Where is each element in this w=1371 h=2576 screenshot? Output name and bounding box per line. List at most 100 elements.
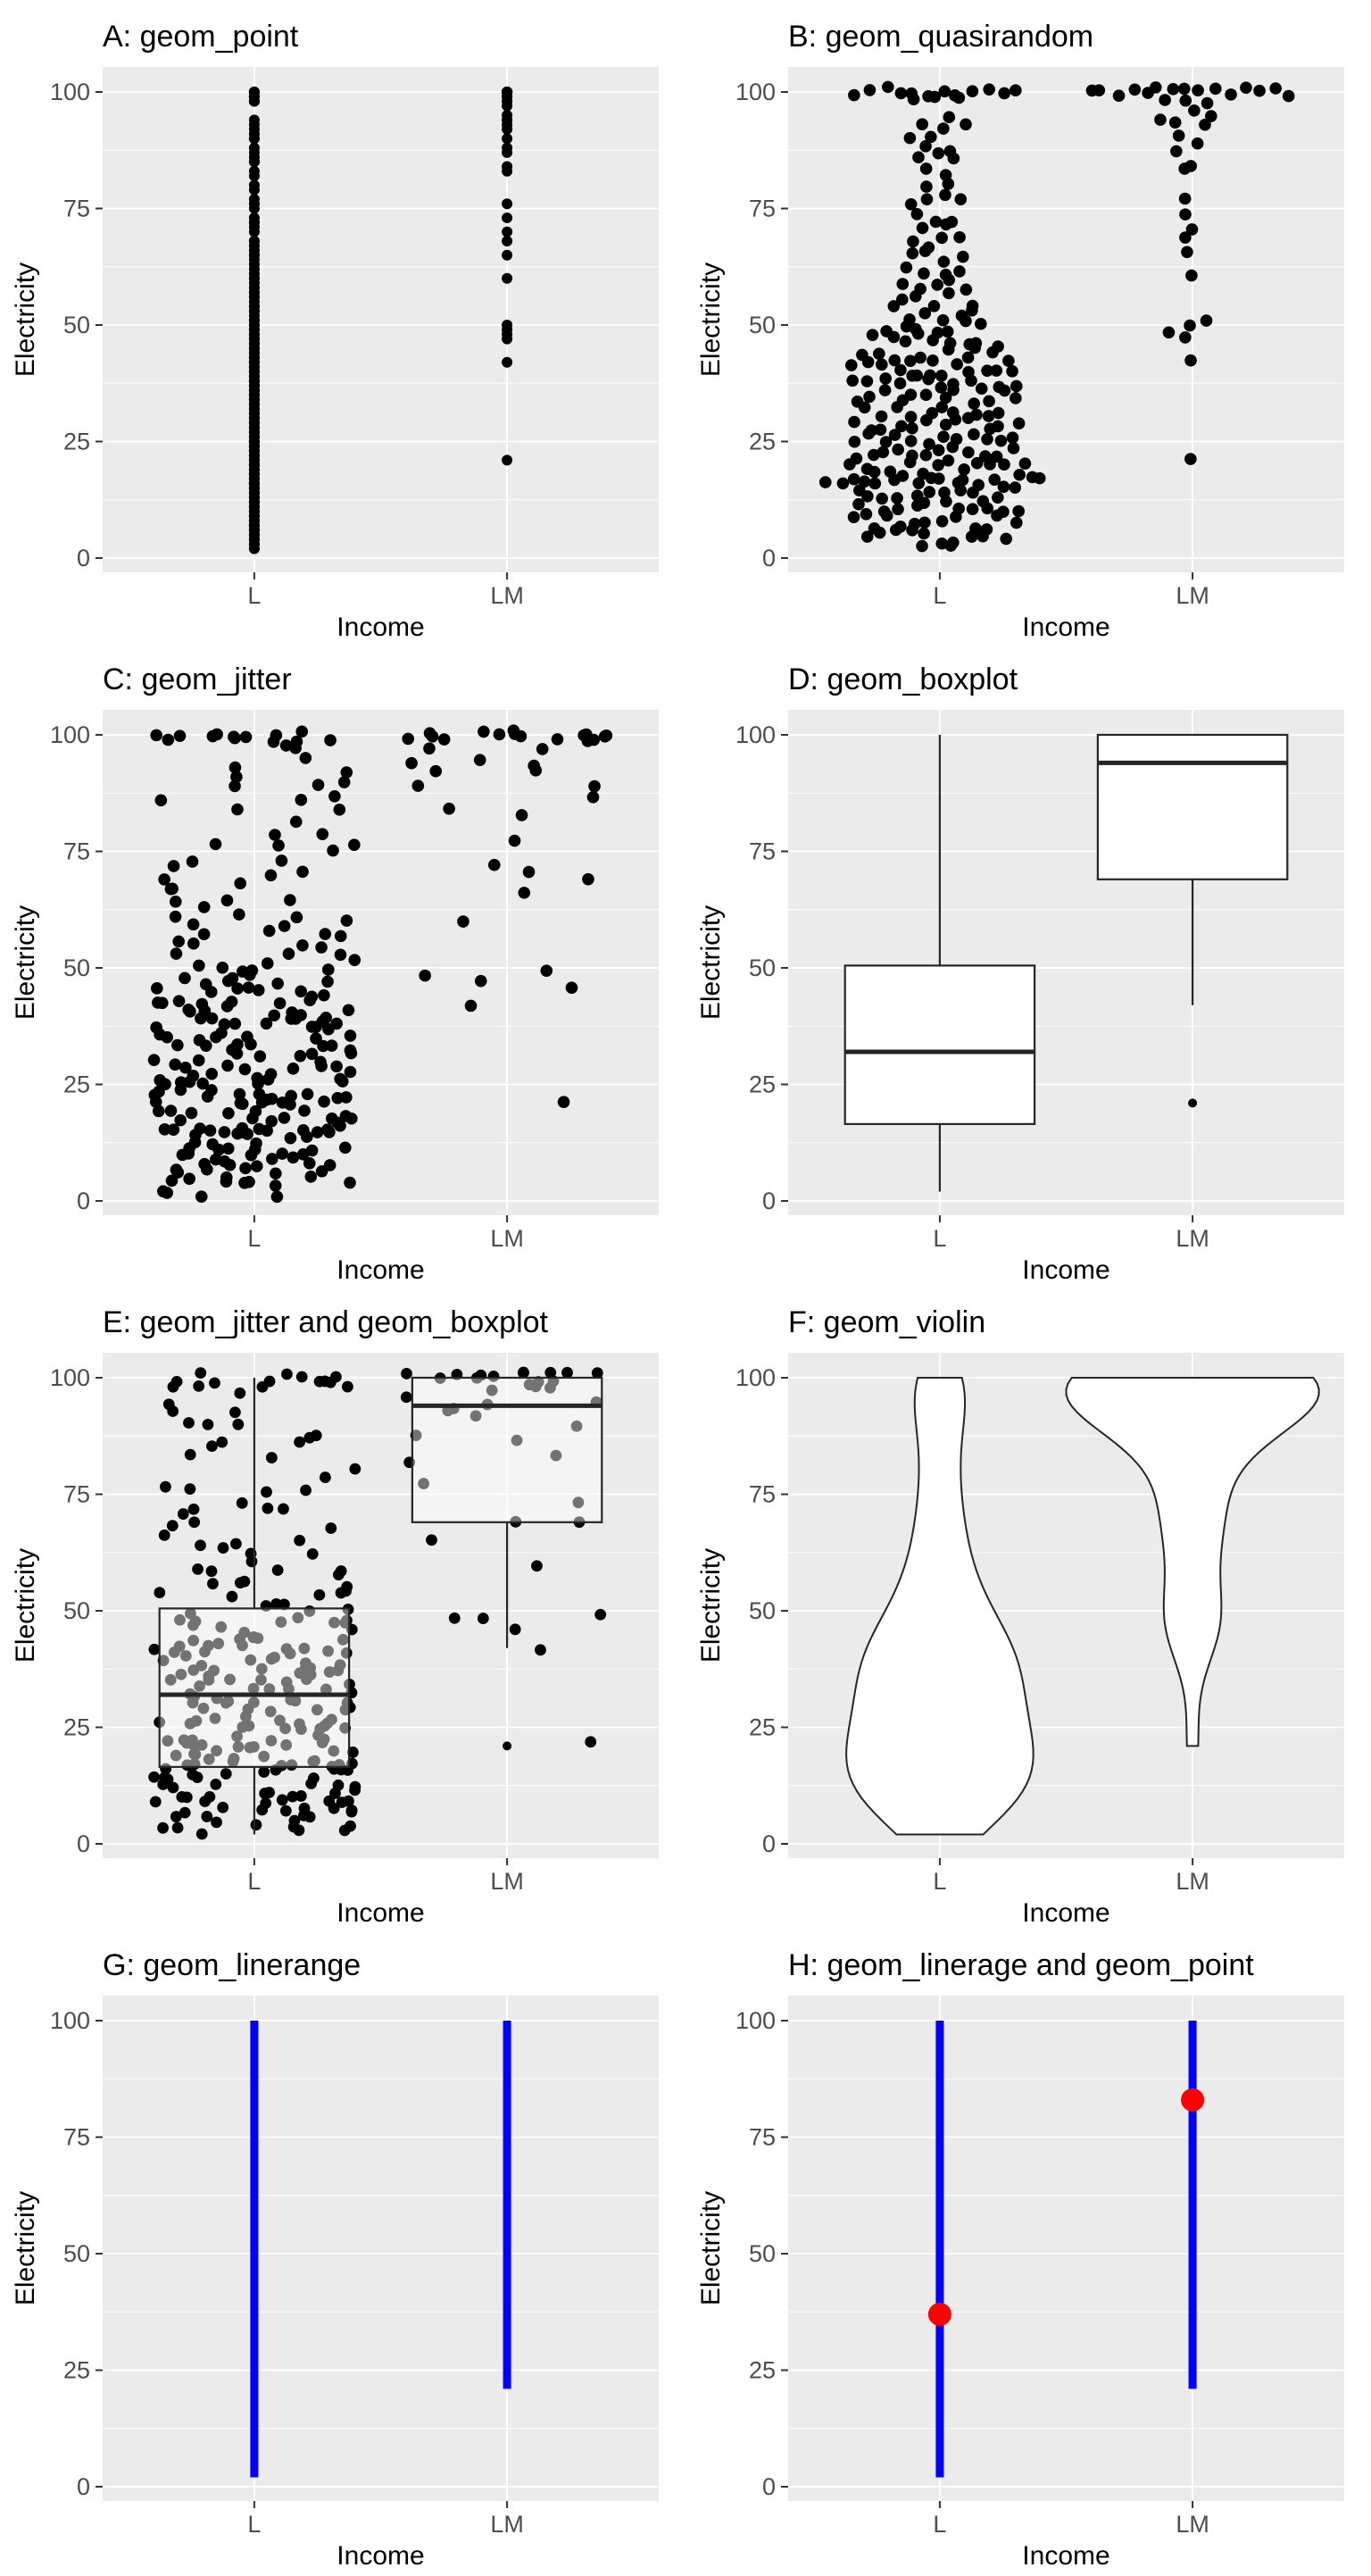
data-point: [848, 88, 860, 102]
data-point: [220, 894, 234, 907]
data-point: [147, 1054, 161, 1066]
data-point: [290, 735, 303, 748]
data-point: [429, 764, 442, 778]
data-point: [943, 337, 957, 350]
data-point: [299, 752, 312, 764]
data-point: [338, 1141, 352, 1155]
data-point: [570, 1420, 583, 1432]
data-point: [238, 1626, 251, 1638]
data-point: [195, 1539, 206, 1552]
x-tick-label: L: [933, 2511, 946, 2538]
data-point: [327, 844, 339, 857]
data-point: [296, 938, 309, 952]
data-point: [330, 1060, 343, 1073]
data-point: [203, 1753, 215, 1765]
data-point: [1209, 82, 1222, 96]
data-point: [262, 924, 276, 938]
data-point: [1159, 94, 1171, 106]
panel-background: [103, 67, 659, 572]
data-point: [148, 1771, 161, 1783]
data-point: [1093, 84, 1106, 97]
data-point: [315, 1060, 328, 1072]
y-tick-label: 75: [749, 838, 776, 865]
data-point: [182, 1003, 195, 1016]
data-point: [294, 1718, 305, 1730]
data-point: [846, 374, 859, 388]
data-point: [1185, 269, 1198, 282]
data-point: [187, 918, 200, 931]
data-point: [960, 283, 973, 296]
data-point: [183, 1172, 195, 1186]
data-point: [474, 974, 487, 988]
data-point: [282, 947, 295, 960]
data-point: [879, 372, 892, 385]
data-point: [1179, 231, 1192, 244]
data-point: [173, 1640, 186, 1653]
data-point: [310, 1430, 322, 1442]
data-point: [270, 1190, 284, 1204]
data-point: [218, 1126, 231, 1138]
data-point: [323, 1666, 336, 1678]
data-point: [935, 537, 949, 550]
data-point: [939, 391, 952, 404]
panel-title: F: geom_violin: [788, 1305, 985, 1339]
axes: 0 25 50 75 100 L LM Income Electricity C: geom_ji…: [11, 663, 524, 1285]
data-point: [1200, 314, 1213, 327]
points-layer: [248, 87, 513, 554]
data-point: [159, 1078, 171, 1091]
data-point: [1269, 82, 1282, 95]
data-point: [343, 1795, 354, 1807]
data-point: [903, 313, 916, 326]
data-point: [518, 1366, 529, 1379]
data-point: [582, 872, 594, 886]
data-point: [261, 1124, 273, 1138]
data-point: [893, 377, 907, 390]
data-point: [319, 1375, 331, 1388]
data-point: [220, 1768, 232, 1780]
y-axis-title: Electricity: [11, 2191, 40, 2305]
data-point: [269, 1180, 282, 1192]
data-point: [502, 133, 513, 145]
data-point: [894, 520, 907, 533]
points-layer: [148, 1366, 607, 1840]
data-point: [473, 754, 486, 766]
data-point: [297, 1124, 310, 1137]
y-tick-label: 75: [63, 1481, 90, 1508]
data-point: [551, 733, 564, 746]
data-point: [296, 865, 309, 879]
x-tick-label: L: [247, 1225, 261, 1252]
data-point: [221, 1059, 234, 1072]
data-point: [298, 1802, 311, 1814]
data-point: [919, 163, 933, 175]
data-point: [234, 1577, 246, 1589]
x-axis-title: Income: [337, 1898, 424, 1928]
data-point: [239, 1162, 252, 1175]
y-tick-label: 0: [77, 1830, 90, 1857]
data-point: [248, 1740, 260, 1753]
data-point: [279, 739, 293, 752]
y-tick-label: 50: [63, 955, 90, 981]
data-point: [448, 1612, 461, 1624]
data-point: [270, 729, 283, 742]
data-point: [178, 1734, 190, 1747]
data-point: [1184, 453, 1197, 465]
data-point: [319, 928, 332, 940]
data-point: [192, 1054, 205, 1067]
data-point: [502, 226, 513, 238]
data-point: [961, 351, 975, 364]
data-point: [228, 779, 241, 793]
data-point: [253, 1050, 267, 1063]
data-point: [278, 1503, 289, 1515]
data-point: [1149, 81, 1162, 94]
data-point: [1179, 208, 1192, 221]
data-point: [170, 1811, 182, 1822]
data-point: [345, 1112, 358, 1125]
x-tick-label: LM: [1176, 1868, 1209, 1895]
data-point: [205, 1012, 219, 1025]
data-point: [185, 1607, 196, 1620]
data-point: [271, 977, 284, 990]
data-point: [276, 1096, 289, 1109]
data-point: [946, 406, 960, 419]
data-point: [1199, 118, 1211, 131]
data-point: [196, 1077, 209, 1090]
